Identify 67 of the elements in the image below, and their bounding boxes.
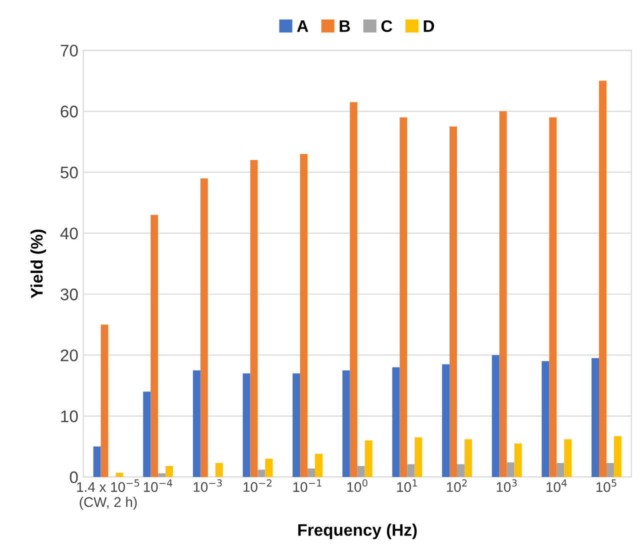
bar: [342, 370, 350, 477]
y-tick-label: 70: [60, 44, 78, 57]
bar: [606, 462, 614, 477]
bar: [450, 126, 458, 477]
bar: [192, 370, 200, 477]
y-tick-label: 20: [60, 349, 78, 362]
x-tick-label: 10$^{4}$: [546, 479, 567, 492]
y-tick-label: 30: [60, 288, 78, 300]
bar: [549, 117, 557, 477]
x-tick-label: 10$^{−1}$: [293, 479, 322, 492]
legend-label: D: [424, 20, 434, 32]
x-tick-label: 10$^{3}$: [496, 479, 517, 492]
y-tick-label: 60: [60, 106, 78, 118]
bar: [514, 443, 522, 477]
bar: [350, 102, 358, 477]
x-tick-label: 10$^{2}$: [446, 479, 467, 492]
bar: [457, 464, 464, 477]
bar: [564, 439, 572, 477]
bar: [166, 466, 174, 477]
x-tick-label: 10$^{0}$: [347, 479, 368, 492]
bar: [364, 440, 372, 477]
bar: [292, 373, 300, 477]
bar: [300, 154, 308, 477]
bar: [250, 160, 258, 477]
bar: [599, 80, 606, 477]
bar: [100, 324, 108, 477]
bar: [158, 473, 166, 477]
bar: [614, 436, 622, 477]
bar: [499, 111, 507, 477]
x-tick-label: 10$^{1}$: [397, 479, 417, 492]
bar: [315, 454, 322, 477]
bar: [150, 214, 158, 477]
bar: [265, 458, 273, 477]
legend-label: A: [297, 20, 308, 32]
bar: [143, 392, 151, 477]
bar: [407, 464, 415, 477]
bar: [492, 355, 500, 477]
bar: [542, 361, 550, 477]
x-tick-label: 10$^{−4}$: [144, 479, 172, 492]
bar: [116, 472, 124, 477]
y-tick-label: 0: [70, 471, 78, 484]
bar: [442, 364, 450, 477]
x-tick-label: 10$^{−3}$: [194, 479, 222, 492]
bar: [414, 437, 422, 477]
bar: [400, 117, 408, 477]
y-tick-label: 50: [60, 166, 78, 178]
bar: [215, 462, 223, 477]
bar: [392, 367, 400, 477]
legend-label: B: [340, 20, 350, 32]
bar: [592, 358, 599, 477]
bar: [308, 468, 316, 477]
bar: [357, 466, 365, 477]
bar: [200, 178, 208, 477]
bar: [93, 446, 101, 477]
x-axis-title: Frequency (Hz): [298, 524, 417, 540]
bar: [506, 462, 514, 477]
x-tick-label: 10$^{−2}$: [244, 479, 272, 492]
bar: [258, 470, 266, 477]
bar: [242, 373, 250, 477]
y-axis-title: Yield (%): [30, 230, 46, 298]
y-tick-label: 10: [61, 410, 78, 422]
y-tick-label: 40: [60, 228, 78, 240]
bar: [464, 439, 472, 477]
bar: [556, 462, 564, 477]
x-tick-label: 1.4 x 10$^{−5}$ (CW, 2 h): [77, 479, 140, 510]
x-tick-label: 10$^{5}$: [596, 479, 616, 492]
legend-label: C: [381, 20, 392, 32]
